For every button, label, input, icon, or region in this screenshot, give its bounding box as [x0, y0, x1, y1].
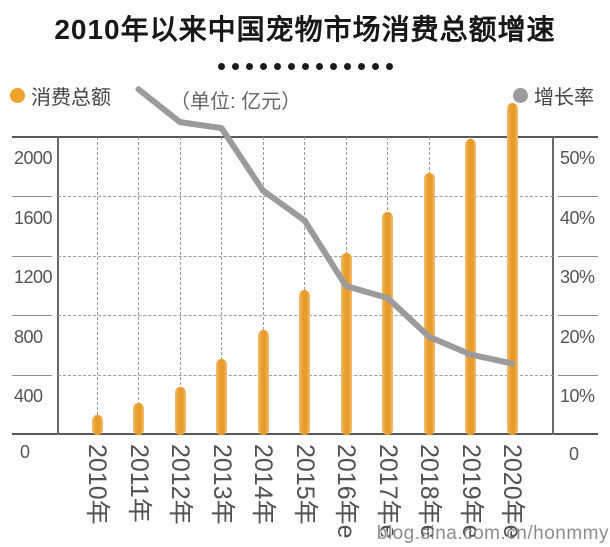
growth-legend-dot-icon — [513, 87, 528, 103]
left-axis-label-1600: 1600 — [14, 207, 53, 228]
bar-2012 — [174, 387, 186, 435]
legend-growth: 增长率 — [513, 85, 594, 109]
gridline-2010 — [96, 137, 98, 435]
consumption-legend-dot-icon — [10, 87, 25, 103]
bar-2017e — [382, 212, 393, 435]
left-tick-1200 — [12, 255, 52, 257]
gridline-2011 — [138, 137, 139, 435]
right-axis-label-30: 30% — [560, 267, 595, 288]
bar-2020e — [506, 103, 518, 435]
left-axis-zero: 0 — [20, 442, 30, 462]
right-tick-40 — [558, 196, 598, 198]
right-axis-label-50: 50% — [560, 148, 595, 168]
h-gridline-1200 — [58, 255, 553, 257]
bar-2015 — [299, 290, 310, 435]
bar-2019e — [465, 139, 476, 435]
title-dot-icon — [343, 63, 351, 70]
title-dot-icon — [245, 63, 253, 70]
title-dot-icon — [231, 63, 239, 70]
left-axis-label-2000: 2000 — [14, 148, 53, 168]
watermark: blog.sina.com.cn/honmmy — [376, 523, 609, 544]
growth-legend-label: 增长率 — [534, 86, 594, 109]
unit-label: （单位: 亿元） — [170, 91, 302, 113]
gridline-2013 — [221, 137, 222, 435]
x-label-2013: 2013年 — [207, 444, 236, 525]
x-label-2016e: 2016年e — [332, 444, 360, 539]
plot-area — [58, 86, 553, 435]
h-gridline-1600 — [58, 196, 553, 198]
consumption-legend-label: 消费总额 — [31, 86, 111, 109]
x-label-2010: 2010年 — [83, 444, 111, 525]
gridline-2012 — [179, 137, 181, 435]
left-axis-label-400: 400 — [14, 386, 43, 407]
left-axis-label-1200: 1200 — [14, 267, 53, 288]
gridline-2014 — [262, 137, 264, 435]
left-tick-800 — [12, 315, 52, 317]
title-dot-icon — [217, 63, 225, 70]
title-dot-icon — [371, 63, 379, 70]
bar-2010 — [91, 415, 103, 435]
bar-2014 — [257, 330, 269, 435]
gridline-2015 — [304, 137, 305, 435]
bar-2011 — [133, 403, 144, 435]
title-underline-dots — [0, 63, 610, 70]
right-axis-label-20: 20% — [560, 326, 595, 347]
left-axis-label-800: 800 — [14, 326, 43, 347]
bar-2016e — [340, 253, 352, 435]
right-tick-20 — [558, 315, 598, 317]
title-dot-icon — [273, 63, 281, 70]
title-dot-icon — [259, 63, 267, 70]
left-axis-line — [57, 137, 59, 435]
right-axis-zero: 0 — [569, 444, 579, 464]
title-dot-icon — [315, 63, 323, 70]
right-axis-line — [552, 137, 554, 435]
title-dot-icon — [329, 63, 337, 70]
title-dot-icon — [287, 63, 295, 70]
x-label-2015: 2015年 — [290, 444, 319, 525]
bar-2018e — [423, 173, 435, 435]
bar-2013 — [216, 359, 227, 435]
title-dot-icon — [385, 63, 393, 70]
left-tick-400 — [12, 374, 52, 376]
page-title: 2010年以来中国宠物市场消费总额增速 — [54, 14, 556, 45]
legend-consumption: 消费总额 — [10, 85, 111, 109]
top-axis-line — [12, 136, 598, 138]
x-label-2012: 2012年 — [166, 444, 194, 525]
growth-line-path — [135, 86, 515, 367]
right-axis-label-10: 10% — [560, 386, 595, 407]
x-label-2014: 2014年 — [249, 444, 277, 525]
right-tick-30 — [558, 255, 598, 257]
x-label-2011: 2011年 — [124, 444, 153, 523]
title-dot-icon — [357, 63, 365, 70]
title-dot-icon — [301, 63, 309, 70]
growth-line-chart — [135, 86, 515, 367]
right-axis-label-40: 40% — [560, 207, 595, 228]
right-tick-10 — [558, 374, 598, 376]
left-tick-1600 — [12, 196, 52, 198]
